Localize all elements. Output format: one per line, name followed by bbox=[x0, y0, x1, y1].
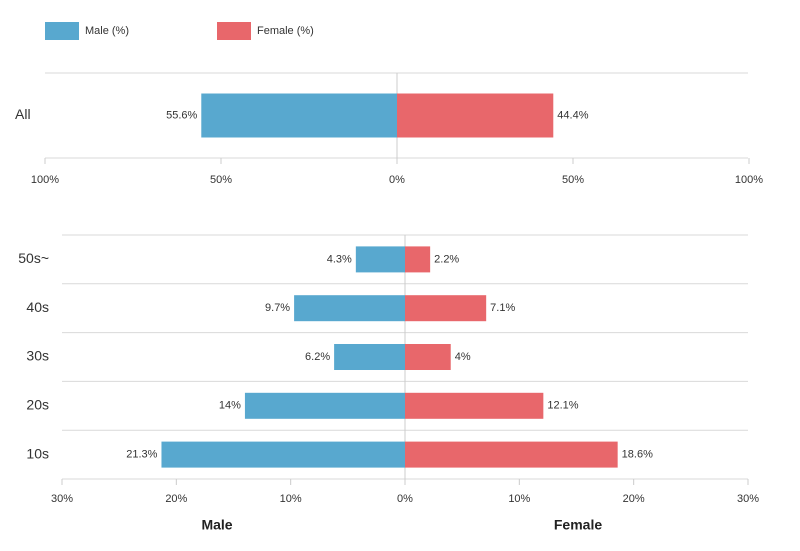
category-label: 10s bbox=[26, 445, 49, 461]
category-label: All bbox=[15, 106, 31, 122]
bar bbox=[397, 93, 554, 138]
value-label: 4.3% bbox=[327, 253, 352, 265]
x-tick-label: 0% bbox=[389, 174, 405, 186]
x-tick-label: 20% bbox=[165, 493, 187, 505]
value-label: 12.1% bbox=[547, 400, 578, 412]
bar bbox=[355, 246, 405, 273]
value-label: 21.3% bbox=[126, 449, 157, 461]
bar bbox=[334, 344, 405, 370]
legend-swatch bbox=[45, 22, 79, 40]
bar bbox=[201, 93, 397, 138]
bar bbox=[405, 344, 451, 370]
x-tick-label: 100% bbox=[31, 174, 59, 186]
value-label: 9.7% bbox=[265, 302, 290, 314]
x-tick-label: 30% bbox=[51, 493, 73, 505]
value-label: 18.6% bbox=[622, 449, 653, 461]
value-label: 7.1% bbox=[490, 302, 515, 314]
bar bbox=[405, 441, 618, 468]
x-tick-label: 20% bbox=[623, 493, 645, 505]
bar bbox=[405, 246, 431, 273]
legend-label: Female (%) bbox=[257, 25, 314, 37]
category-label: 40s bbox=[26, 299, 49, 315]
category-label: 20s bbox=[26, 397, 49, 413]
x-tick-label: 50% bbox=[562, 174, 584, 186]
x-tick-label: 10% bbox=[280, 493, 302, 505]
x-axis-label: Female bbox=[554, 517, 602, 533]
legend-label: Male (%) bbox=[85, 25, 129, 37]
value-label: 2.2% bbox=[434, 253, 459, 265]
bar bbox=[405, 295, 487, 322]
x-tick-label: 10% bbox=[508, 493, 530, 505]
value-label: 55.6% bbox=[166, 109, 197, 121]
bar bbox=[294, 295, 405, 322]
x-tick-label: 30% bbox=[737, 493, 759, 505]
bar bbox=[405, 392, 544, 419]
value-label: 4% bbox=[455, 351, 471, 363]
x-tick-label: 50% bbox=[210, 174, 232, 186]
category-label: 50s~ bbox=[18, 250, 49, 266]
x-tick-label: 100% bbox=[735, 174, 763, 186]
value-label: 6.2% bbox=[305, 351, 330, 363]
bar bbox=[161, 441, 405, 468]
x-tick-label: 0% bbox=[397, 493, 413, 505]
x-axis-label: Male bbox=[201, 517, 232, 533]
bar bbox=[244, 392, 405, 419]
category-label: 30s bbox=[26, 348, 49, 364]
legend-swatch bbox=[217, 22, 251, 40]
value-label: 44.4% bbox=[557, 109, 588, 121]
value-label: 14% bbox=[219, 400, 241, 412]
